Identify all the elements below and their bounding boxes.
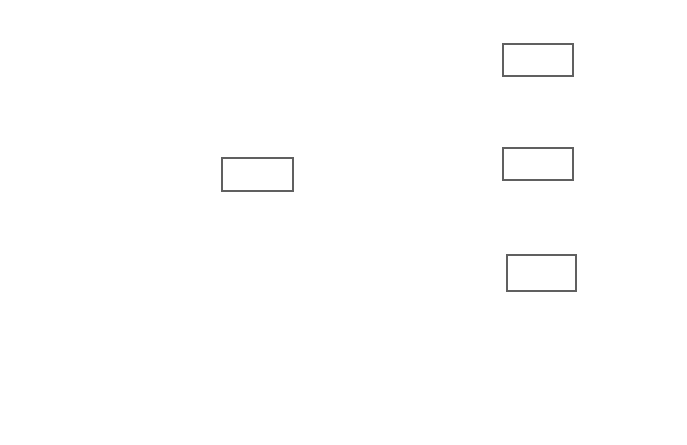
callout-box-215c	[506, 254, 577, 292]
callout-box-185c	[502, 43, 574, 77]
callout-box-200c	[502, 147, 574, 181]
callout-box-170c	[221, 157, 294, 192]
